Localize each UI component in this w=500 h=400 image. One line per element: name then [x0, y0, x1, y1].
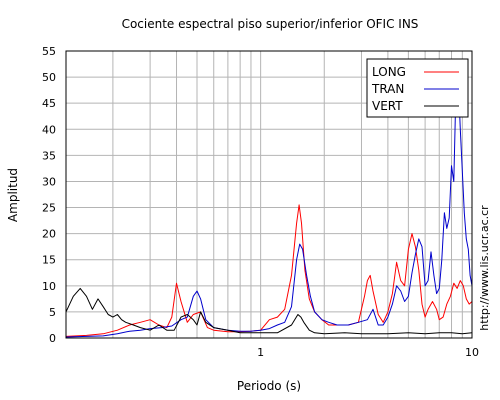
- series-lines: [65, 76, 473, 338]
- y-tick-label: 25: [42, 202, 56, 215]
- legend-label-tran: TRAN: [371, 82, 404, 96]
- y-tick-label: 50: [42, 71, 56, 84]
- chart-title: Cociente espectral piso superior/inferio…: [122, 17, 419, 31]
- legend: LONG TRAN VERT: [366, 58, 469, 118]
- y-tick-label: 0: [49, 332, 56, 345]
- x-axis-label: Periodo (s): [237, 379, 301, 393]
- legend-box: [366, 58, 469, 118]
- series-line-long: [65, 204, 473, 337]
- y-tick-label: 40: [42, 123, 56, 136]
- plot-frame: [65, 50, 473, 339]
- y-tick-label: 15: [42, 254, 56, 267]
- credit-url: http://www.lis.ucr.ac.cr: [478, 205, 491, 331]
- x-tick-label: 1: [257, 346, 264, 359]
- axis-ticks: 0 5 10 15 20 25 30 35 40 45 50 55 1 10: [42, 45, 479, 359]
- y-tick-label: 20: [42, 228, 56, 241]
- y-tick-label: 45: [42, 97, 56, 110]
- y-tick-label: 55: [42, 45, 56, 58]
- series-line-tran: [65, 76, 473, 338]
- y-tick-label: 35: [42, 149, 56, 162]
- y-tick-label: 5: [49, 306, 56, 319]
- x-tick-label: 10: [465, 346, 479, 359]
- y-tick-label: 10: [42, 280, 56, 293]
- legend-label-long: LONG: [372, 65, 406, 79]
- legend-label-vert: VERT: [372, 99, 403, 113]
- y-axis-label: Amplitud: [6, 168, 20, 222]
- y-tick-label: 30: [42, 175, 56, 188]
- series-line-vert: [65, 287, 473, 335]
